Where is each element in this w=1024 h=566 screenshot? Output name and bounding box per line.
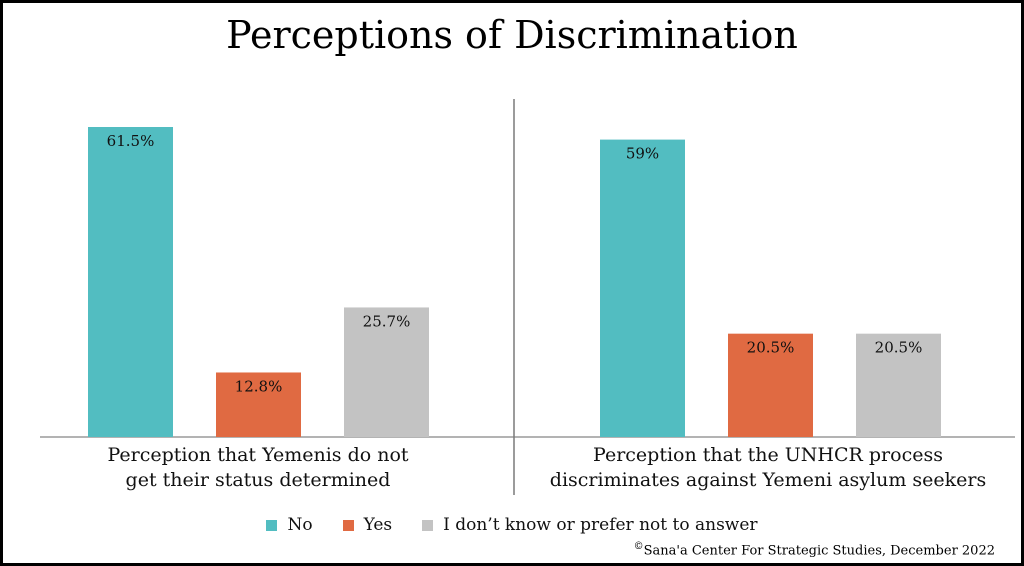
bar-yes-2: [728, 333, 813, 437]
category-label-status-determined: Perception that Yemenis do not get their…: [43, 443, 473, 493]
category-label-unhcr-discrimination: Perception that the UNHCR process discri…: [523, 443, 1013, 493]
bar-yes-1: [216, 372, 301, 437]
legend-swatch-no: [266, 519, 278, 531]
data-label-no-1: 61.5%: [107, 132, 155, 150]
legend-label-yes: Yes: [363, 515, 393, 535]
chart-title: Perceptions of Discrimination: [226, 13, 798, 57]
category-label-line: Perception that Yemenis do not: [107, 444, 409, 466]
bar-chart: 61.5% 12.8% 25.7% 59% 20.5% 20.5%: [40, 99, 1015, 495]
legend-swatch-dont-know: [422, 519, 434, 531]
legend-label-no: No: [287, 515, 313, 535]
legend-item-dont-know: I don’t know or prefer not to answer: [422, 515, 758, 535]
data-label-yes-2: 20.5%: [747, 339, 795, 357]
legend: No Yes I don’t know or prefer not to ans…: [3, 515, 1021, 535]
category-label-line: get their status determined: [125, 469, 391, 491]
bar-dont-know-2: [856, 333, 941, 437]
bar-no-2: [600, 139, 685, 437]
legend-item-yes: Yes: [342, 515, 393, 535]
data-label-dont-know-2: 20.5%: [875, 339, 923, 357]
category-label-line: discriminates against Yemeni asylum seek…: [549, 469, 987, 491]
copyright-symbol: ©: [633, 541, 644, 552]
legend-swatch-yes: [342, 519, 354, 531]
data-label-dont-know-1: 25.7%: [363, 312, 411, 330]
legend-label-dont-know: I don’t know or prefer not to answer: [443, 515, 758, 535]
legend-item-no: No: [266, 515, 313, 535]
category-label-line: Perception that the UNHCR process: [593, 444, 943, 466]
bar-dont-know-1: [344, 307, 429, 437]
data-label-no-2: 59%: [626, 145, 659, 163]
bar-no-1: [88, 127, 173, 437]
source-credit: ©Sana'a Center For Strategic Studies, De…: [634, 541, 995, 558]
source-text: Sana'a Center For Strategic Studies, Dec…: [643, 543, 995, 559]
data-label-yes-1: 12.8%: [235, 377, 283, 395]
